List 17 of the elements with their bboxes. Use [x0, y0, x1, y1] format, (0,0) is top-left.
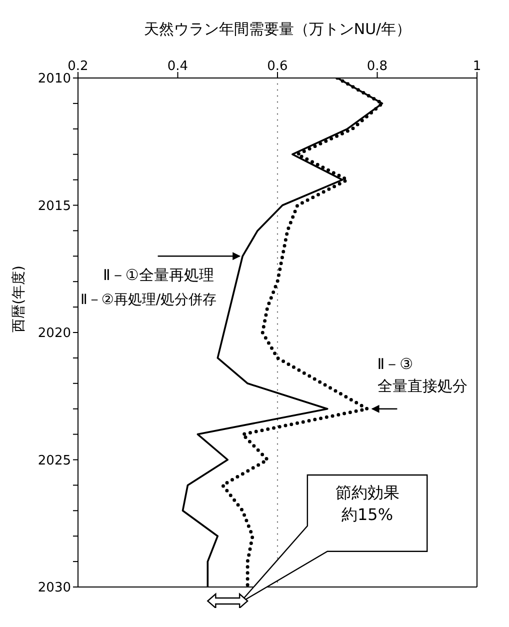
- y-tick-label: 2030: [38, 580, 71, 596]
- x-tick-label: 0.2: [68, 59, 88, 74]
- annotation: Ⅱ－②再処理/処分併存: [80, 292, 217, 308]
- series-label: Ⅱ－③全量直接処分: [377, 354, 468, 395]
- x-tick-label: 0.4: [167, 59, 188, 74]
- y-tick-label: 2010: [38, 72, 71, 87]
- x-tick-label: 1: [472, 59, 482, 74]
- y-tick-label: 2015: [38, 198, 71, 214]
- y-tick-label: 2020: [38, 326, 71, 342]
- annotation: 約15%: [341, 504, 394, 524]
- x-axis-title: 天然ウラン年間需要量（万トンNU/年）: [144, 20, 412, 38]
- annotation: 節約効果: [335, 482, 400, 502]
- x-tick-label: 0.8: [366, 59, 388, 74]
- x-tick-label: 0.6: [267, 59, 288, 74]
- y-axis-title: 西暦(年度): [10, 266, 27, 332]
- series-label: Ⅱ－①全量再処理: [102, 266, 214, 284]
- y-tick-label: 2025: [38, 453, 71, 468]
